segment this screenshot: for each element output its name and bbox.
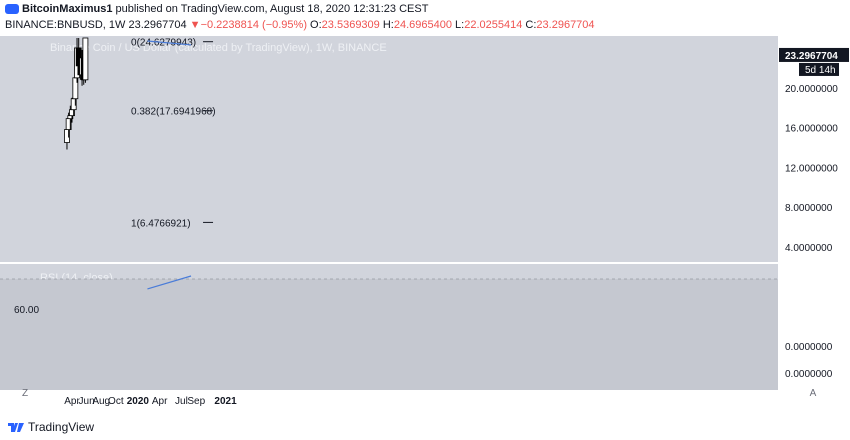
last-price-label: 23.2967704	[785, 51, 838, 62]
price-tick-label-4: 4.0000000	[785, 243, 833, 254]
close-label: C:	[525, 19, 537, 31]
price-axis-ticks: 20.0000000 16.0000000 12.0000000 8.0000000 4…	[779, 47, 849, 254]
low-label: L:	[455, 19, 465, 31]
price-trendline	[147, 40, 192, 46]
x-tick-label-8: 2021	[214, 396, 237, 407]
fib-levels: 0(24.6279943) 0.382(17.6941968) 1(6.476692…	[131, 38, 216, 230]
countdown-badge	[799, 62, 839, 76]
chart-canvas[interactable]: Binance Coin / US Dollar (calculated by …	[0, 36, 850, 414]
rsi-line: 60.00 0.0000000 0.0000000	[0, 275, 833, 399]
chart-header: BitcoinMaximus1 published on TradingView…	[0, 0, 850, 36]
x-tick-label-7: Sep	[187, 396, 205, 407]
x-tick-label-4: 2020	[127, 396, 150, 407]
high-label: H:	[382, 19, 394, 31]
pane-divider[interactable]	[0, 262, 850, 264]
change-label: −0.2238814 (−0.95%)	[200, 19, 307, 31]
open-value: 23.5369309	[321, 19, 380, 31]
fib-label-0: 0(24.6279943)	[131, 38, 196, 49]
trendlines	[147, 40, 192, 46]
scale-z-button[interactable]: Z	[21, 388, 29, 399]
publish-line: BitcoinMaximus1 published on TradingView…	[5, 3, 428, 15]
price-tick-label-0: 20.0000000	[785, 84, 838, 95]
price-axis[interactable]	[778, 36, 850, 414]
price-label: 23.2967704	[128, 19, 187, 31]
tradingview-logo-icon	[8, 423, 24, 433]
footer-brand-label: TradingView	[28, 420, 95, 434]
rsi-band	[0, 279, 778, 399]
x-tick-label-0: Apr	[64, 396, 80, 407]
price-title: Binance Coin / US Dollar (calculated by …	[50, 42, 387, 54]
publish-text: published on TradingView.com, August 18,…	[112, 3, 429, 15]
open-label: O:	[310, 19, 322, 31]
high-value: 24.6965400	[393, 19, 452, 31]
x-tick-label-5: Apr	[152, 396, 168, 407]
x-tick-label-1: Jun	[79, 396, 95, 407]
x-tick-label-3: Oct	[108, 396, 124, 407]
symbol-label: BINANCE:BNBUSD, 1W	[5, 19, 126, 31]
price-pane[interactable]	[0, 36, 778, 262]
rsi-tick-60: 60.00	[14, 305, 39, 316]
footer-brand[interactable]: TradingView	[8, 420, 94, 434]
candles	[64, 37, 89, 150]
candle-body-11	[82, 37, 89, 81]
change-arrow-icon: ▼	[189, 19, 201, 31]
author-name[interactable]: BitcoinMaximus1	[22, 3, 113, 15]
ohlc-line: BINANCE:BNBUSD, 1W 23.2967704 ▼−0.223881…	[5, 19, 595, 31]
low-value: 22.0255414	[464, 19, 523, 31]
rsi-trendline	[147, 275, 192, 290]
tradingview-icon	[5, 4, 19, 15]
price-watermark: Binance Coin / US Dollar (calculated by …	[50, 42, 387, 54]
x-tick-label-6: Jul	[175, 396, 188, 407]
price-tick-label-1: 16.0000000	[785, 124, 838, 135]
fib-label-1: 0.382(17.6941968)	[131, 107, 216, 118]
x-tick-label-2: Aug	[92, 396, 110, 407]
footer: TradingView	[0, 414, 850, 440]
x-axis-strip	[0, 390, 778, 414]
close-value: 23.2967704	[536, 19, 595, 31]
rsi-axis-tick-0: 0.0000000	[785, 342, 833, 353]
scale-a-button[interactable]: A	[809, 388, 817, 399]
last-price-badge	[779, 47, 849, 62]
price-tick-label-3: 8.0000000	[785, 203, 833, 214]
fib-label-2: 1(6.4766921)	[131, 218, 191, 229]
countdown-label: 5d 14h	[805, 65, 836, 76]
price-tick-label-2: 12.0000000	[785, 163, 838, 174]
rsi-axis-tick-1: 0.0000000	[785, 369, 833, 380]
